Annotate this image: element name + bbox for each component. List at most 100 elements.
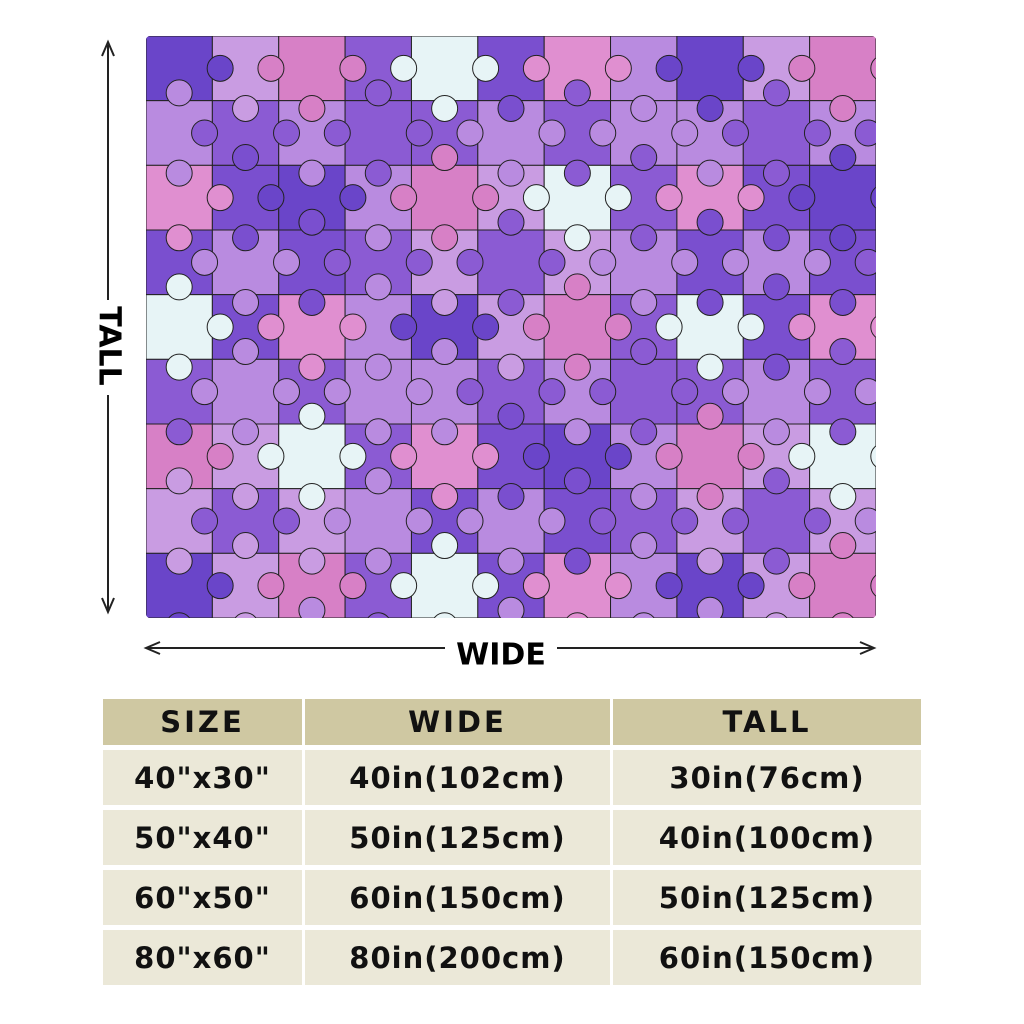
puzzle-piece (563, 418, 591, 446)
puzzle-piece (762, 79, 790, 107)
puzzle-piece (937, 379, 963, 405)
puzzle-piece (274, 637, 300, 663)
puzzle-piece (364, 159, 392, 187)
puzzle-piece (563, 612, 591, 618)
puzzle-piece (431, 94, 459, 122)
puzzle-piece (431, 418, 459, 446)
puzzle-piece (788, 442, 816, 470)
puzzle-piece (589, 119, 617, 147)
puzzle-piece (696, 208, 724, 236)
puzzle-piece (788, 184, 816, 212)
puzzle-piece (697, 677, 723, 690)
puzzle-piece (563, 159, 591, 187)
table-cell: 60in(150cm) (305, 870, 610, 925)
puzzle-piece (165, 159, 193, 187)
puzzle-piece (211, 617, 280, 618)
puzzle-piece (809, 164, 876, 231)
puzzle-piece (344, 488, 412, 554)
puzzle-piece (937, 120, 963, 146)
puzzle-piece (896, 597, 922, 623)
puzzle-piece (696, 402, 724, 430)
puzzle-piece (630, 288, 658, 316)
puzzle-piece (364, 353, 392, 381)
puzzle-piece (671, 507, 699, 535)
puzzle-piece (431, 144, 459, 172)
puzzle-piece (671, 378, 699, 406)
puzzle-piece (405, 378, 433, 406)
table-cell: 60in(150cm) (613, 930, 921, 985)
table-row: 50"x40" 50in(125cm) 40in(100cm) (103, 810, 921, 865)
table-row: 40"x30" 40in(102cm) 30in(76cm) (103, 750, 921, 805)
puzzle-piece (339, 184, 367, 212)
puzzle-piece (590, 637, 616, 663)
puzzle-piece (762, 612, 790, 618)
puzzle-piece (896, 289, 922, 315)
puzzle-piece (273, 507, 301, 535)
table-cell: 80in(200cm) (305, 930, 610, 985)
puzzle-piece (870, 184, 876, 212)
puzzle-piece (762, 547, 790, 575)
puzzle-piece (165, 273, 193, 301)
puzzle-piece (472, 54, 500, 82)
puzzle-piece (896, 403, 922, 429)
puzzle-piece (497, 482, 525, 510)
puzzle-piece (896, 548, 922, 574)
puzzle-piece (604, 54, 632, 82)
puzzle-piece (829, 532, 857, 560)
puzzle-piece (206, 54, 234, 82)
puzzle-piece (232, 532, 260, 560)
header-cell: WIDE (305, 699, 610, 745)
puzzle-piece (604, 572, 632, 600)
puzzle-piece (563, 224, 591, 252)
puzzle-piece (922, 55, 948, 81)
puzzle-piece (538, 507, 566, 535)
puzzle-piece (829, 94, 857, 122)
puzzle-piece (298, 208, 326, 236)
puzzle-piece (456, 507, 484, 535)
puzzle-piece (672, 637, 698, 663)
puzzle-piece (564, 662, 590, 688)
puzzle-piece (206, 184, 234, 212)
puzzle-piece (278, 617, 346, 618)
table-cell: 40in(100cm) (613, 810, 921, 865)
puzzle-piece (829, 482, 857, 510)
puzzle-piece (298, 596, 326, 618)
puzzle-piece (497, 353, 525, 381)
puzzle-piece (410, 36, 479, 102)
puzzle-piece (762, 159, 790, 187)
puzzle-piece (604, 313, 632, 341)
puzzle-piece (390, 313, 418, 341)
puzzle-piece (497, 547, 525, 575)
puzzle-piece (589, 507, 617, 535)
puzzle-piece (809, 552, 876, 618)
puzzle-piece (854, 507, 876, 535)
puzzle-piece (762, 224, 790, 252)
puzzle-piece (166, 662, 192, 688)
puzzle-piece (431, 612, 459, 618)
puzzle-piece (829, 144, 857, 172)
puzzle-piece (742, 617, 811, 618)
puzzle-piece (630, 94, 658, 122)
puzzle-piece (497, 208, 525, 236)
puzzle-piece (829, 612, 857, 618)
puzzle-piece (696, 482, 724, 510)
puzzle-piece (937, 508, 963, 534)
tall-arrowheads (101, 39, 115, 615)
puzzle-piece (630, 224, 658, 252)
table-cell: 40"x30" (103, 750, 302, 805)
puzzle-piece (257, 54, 285, 82)
puzzle-piece (762, 273, 790, 301)
puzzle-piece (390, 54, 418, 82)
puzzle-piece (165, 467, 193, 495)
puzzle-piece (206, 442, 234, 470)
puzzle-piece (589, 378, 617, 406)
puzzle-piece (630, 612, 658, 618)
puzzle-piece (870, 442, 876, 470)
puzzle-piece (722, 637, 748, 663)
puzzle-piece (630, 482, 658, 510)
puzzle-piece (589, 248, 617, 276)
puzzle-piece (431, 224, 459, 252)
puzzle-piece (323, 507, 351, 535)
puzzle-piece (364, 547, 392, 575)
